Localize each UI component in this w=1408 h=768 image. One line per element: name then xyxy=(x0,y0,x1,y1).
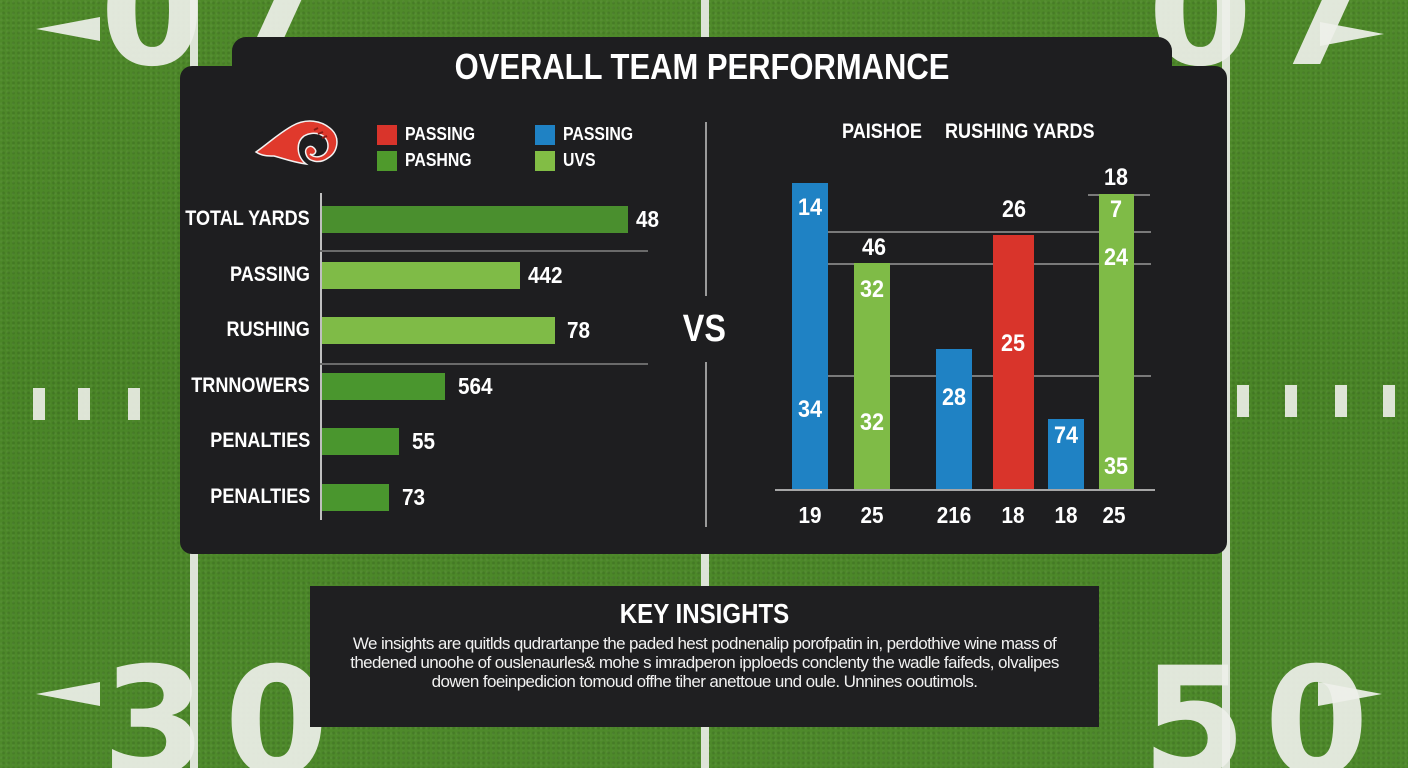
bar-value-label: 73 xyxy=(402,484,426,510)
right-chart-baseline xyxy=(775,489,1155,491)
vbar-top-label: 18 xyxy=(1103,164,1129,191)
legend-swatch-blue xyxy=(535,124,555,145)
legend-item: UVS xyxy=(535,150,600,171)
vbar-inner-label: 32 xyxy=(859,409,885,436)
vbar-1 xyxy=(792,183,828,490)
vbar-inner-label: 14 xyxy=(797,194,823,221)
bar-row-total-yards: TOTAL YARDS 48 xyxy=(180,204,700,234)
bar-row-rushing: RUSHING 78 xyxy=(180,315,700,345)
page-title: OVERALL TEAM PERFORMANCE xyxy=(454,46,950,87)
hash-mark xyxy=(1237,385,1249,417)
vbar-inner-label: 28 xyxy=(941,384,967,411)
bar-value-label: 78 xyxy=(567,317,591,343)
yard-arrow-icon xyxy=(1318,682,1382,706)
vbar-inner-label: 7 xyxy=(1109,196,1123,223)
vbar-2 xyxy=(854,263,890,490)
hash-mark xyxy=(33,388,45,420)
vbar-top-label: 26 xyxy=(1001,196,1027,223)
x-axis-tick: 25 xyxy=(860,502,884,528)
right-chart-title-right: RUSHING YARDS xyxy=(945,120,1095,143)
bar-row-penalties-2: PENALTIES 73 xyxy=(180,482,700,512)
legend-swatch-green xyxy=(377,150,397,171)
right-chart-title-left: PAISHOE xyxy=(842,120,922,143)
yard-arrow-icon xyxy=(36,682,100,706)
bar-category-label: TRNNOWERS xyxy=(191,374,310,397)
gridline xyxy=(828,263,1151,265)
bar-value-label: 48 xyxy=(636,206,660,232)
yard-number-bottom-right: 50 xyxy=(1142,636,1387,768)
insights-title: KEY INSIGHTS xyxy=(619,598,790,629)
bar-value-label: 55 xyxy=(412,428,436,454)
x-axis-tick: 25 xyxy=(1102,502,1126,528)
yard-arrow-icon xyxy=(1320,22,1384,46)
bar-row-passing: PASSING 442 xyxy=(180,260,700,290)
vbar-6 xyxy=(1099,194,1134,490)
bar-penalties xyxy=(322,428,399,455)
gridline xyxy=(320,250,648,252)
vbar-inner-label: 24 xyxy=(1103,244,1129,271)
legend-label: PASSING xyxy=(405,124,476,144)
legend-swatch-light-green xyxy=(535,150,555,171)
bar-category-label: PENALTIES xyxy=(209,429,310,452)
vbar-3 xyxy=(936,349,972,490)
hash-mark xyxy=(128,388,140,420)
yard-number-bottom-left: 30 xyxy=(102,636,347,768)
vbar-inner-label: 35 xyxy=(1103,453,1129,480)
vs-divider-bottom xyxy=(705,362,707,527)
legend-item: PASHNG xyxy=(377,150,481,171)
vbar-top-label: 46 xyxy=(861,234,887,261)
gridline xyxy=(320,363,648,365)
hash-mark xyxy=(1335,385,1347,417)
legend-item: PASSING xyxy=(377,124,485,145)
bar-value-label: 564 xyxy=(458,373,493,399)
legend-label: PASSING xyxy=(563,124,634,144)
key-insights-panel: KEY INSIGHTS We insights are quitlds qud… xyxy=(310,586,1099,727)
bar-category-label: PENALTIES xyxy=(209,485,310,508)
yard-arrow-icon xyxy=(36,17,100,41)
red-hawk-team-logo-icon xyxy=(254,120,338,166)
bar-rushing xyxy=(322,317,555,344)
bar-turnovers xyxy=(322,373,445,400)
hash-mark xyxy=(78,388,90,420)
vs-divider-top xyxy=(705,122,707,296)
bar-value-label: 442 xyxy=(528,262,563,288)
bar-category-label: TOTAL YARDS xyxy=(185,207,310,230)
x-axis-tick: 18 xyxy=(1054,502,1078,528)
vbar-inner-label: 32 xyxy=(859,276,885,303)
legend-label: UVS xyxy=(563,150,596,170)
x-axis-tick: 216 xyxy=(936,502,972,528)
gridline xyxy=(828,375,1151,377)
bar-passing xyxy=(322,262,520,289)
legend-item: PASSING xyxy=(535,124,643,145)
gridline xyxy=(828,231,1151,233)
bar-row-turnovers: TRNNOWERS 564 xyxy=(180,371,700,401)
vbar-inner-label: 25 xyxy=(1000,330,1026,357)
bar-total-yards xyxy=(322,206,628,233)
vs-label: VS xyxy=(682,308,726,350)
insights-body: We insights are quitlds qudrartanpe the … xyxy=(350,634,1059,691)
x-axis-tick: 18 xyxy=(1001,502,1025,528)
bar-category-label: PASSING xyxy=(230,263,310,286)
bar-category-label: RUSHING xyxy=(226,318,310,341)
x-axis-tick: 19 xyxy=(798,502,822,528)
hash-mark xyxy=(1383,385,1395,417)
legend-swatch-red xyxy=(377,124,397,145)
hash-mark xyxy=(1285,385,1297,417)
vbar-inner-label: 34 xyxy=(797,396,823,423)
bar-penalties-2 xyxy=(322,484,389,511)
legend-label: PASHNG xyxy=(405,150,472,170)
vbar-5 xyxy=(1048,419,1084,490)
bar-row-penalties: PENALTIES 55 xyxy=(180,426,700,456)
left-chart-axis xyxy=(320,193,322,520)
vbar-4 xyxy=(993,235,1034,490)
vbar-inner-label: 74 xyxy=(1053,422,1079,449)
